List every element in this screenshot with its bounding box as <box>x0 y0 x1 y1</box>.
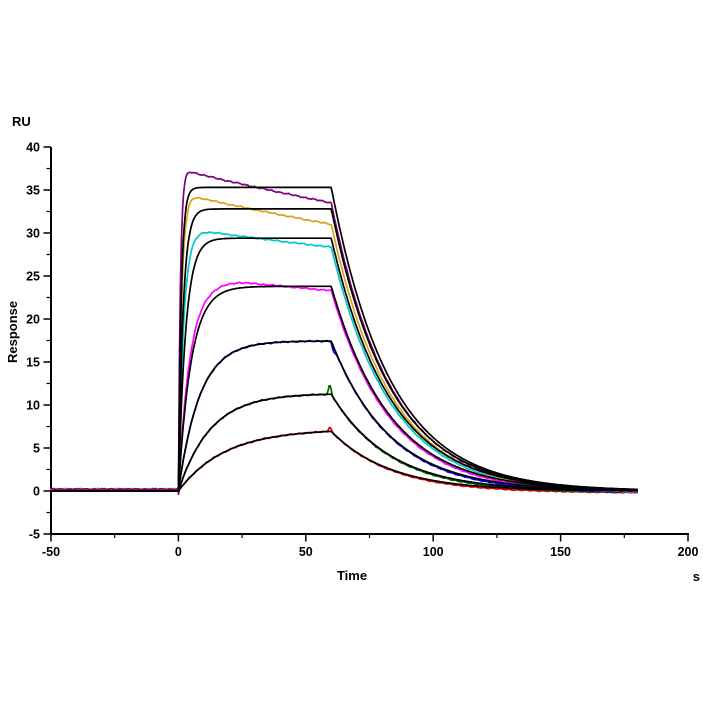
y-tick-label: 10 <box>26 399 40 413</box>
fit-curve-concentration-7-highest <box>50 186 638 492</box>
data-curve-concentration-2 <box>50 384 638 495</box>
fit-curve-concentration-4 <box>50 285 638 492</box>
x-axis-title: Time <box>336 568 368 583</box>
x-tick-label: 50 <box>299 545 313 559</box>
x-tick-label: 150 <box>550 545 571 559</box>
x-tick-label: 100 <box>423 545 444 559</box>
y-tick-label: 20 <box>26 313 40 327</box>
y-tick-label: 35 <box>26 184 40 198</box>
x-axis-unit-label: s <box>692 569 700 584</box>
data-curve-concentration-3 <box>50 339 638 495</box>
y-tick-label: 15 <box>26 356 40 370</box>
x-tick-label: 200 <box>678 545 699 559</box>
fit-curve-concentration-2 <box>50 393 638 492</box>
y-tick-label: 0 <box>33 485 40 499</box>
data-curve-concentration-5 <box>50 231 638 495</box>
fit-curve-concentration-6 <box>50 208 638 492</box>
data-curve-concentration-4 <box>50 281 638 495</box>
x-tick-label: -50 <box>42 545 60 559</box>
y-axis-unit-label: RU <box>12 114 31 129</box>
x-tick-label: 0 <box>175 545 182 559</box>
y-tick-label: -5 <box>29 528 40 542</box>
y-tick-label: 30 <box>26 227 40 241</box>
y-tick-label: 5 <box>33 442 40 456</box>
y-tick-label: 25 <box>26 270 40 284</box>
data-curve-concentration-7-highest <box>50 171 638 495</box>
fit-curve-concentration-1-lowest <box>50 430 638 492</box>
data-curve-concentration-6 <box>50 196 638 495</box>
fit-curve-concentration-3 <box>50 340 638 492</box>
y-tick-label: 40 <box>26 141 40 155</box>
